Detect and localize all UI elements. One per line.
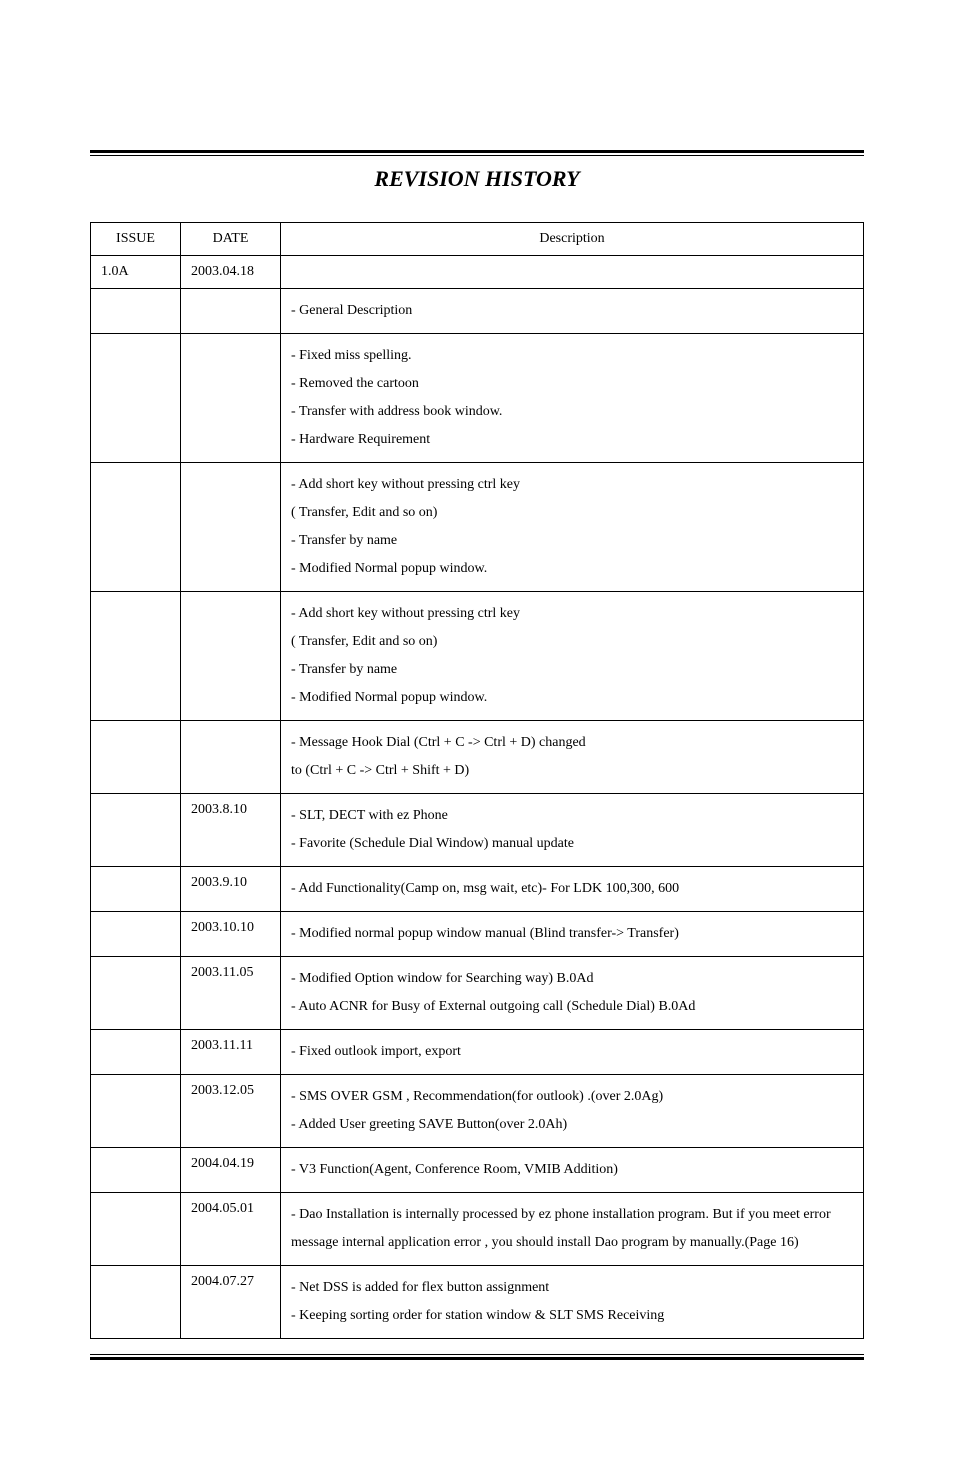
table-row: 1.0A2003.04.18 xyxy=(91,256,864,289)
table-row: - Message Hook Dial (Ctrl + C -> Ctrl + … xyxy=(91,721,864,794)
cell-description: - SLT, DECT with ez Phone- Favorite (Sch… xyxy=(281,794,864,867)
desc-line: - Dao Installation is internally process… xyxy=(291,1201,853,1257)
col-header-issue: ISSUE xyxy=(91,223,181,256)
cell-date: 2003.11.05 xyxy=(181,957,281,1030)
cell-description: - Fixed outlook import, export xyxy=(281,1030,864,1075)
cell-date xyxy=(181,334,281,463)
table-row: 2003.9.10 - Add Functionality(Camp on, ms… xyxy=(91,867,864,912)
desc-line: - Modified Option window for Searching w… xyxy=(291,965,853,993)
desc-line: - Hardware Requirement xyxy=(291,426,853,454)
cell-date: 2003.10.10 xyxy=(181,912,281,957)
table-row: 2003.11.05 - Modified Option window for S… xyxy=(91,957,864,1030)
cell-description: - Fixed miss spelling.- Removed the cart… xyxy=(281,334,864,463)
cell-issue xyxy=(91,957,181,1030)
cell-description: - Modified Option window for Searching w… xyxy=(281,957,864,1030)
cell-description: - V3 Function(Agent, Conference Room, VM… xyxy=(281,1148,864,1193)
cell-issue xyxy=(91,592,181,721)
desc-line: - Favorite (Schedule Dial Window) manual… xyxy=(291,830,853,858)
cell-date: 2003.12.05 xyxy=(181,1075,281,1148)
desc-line: - V3 Function(Agent, Conference Room, VM… xyxy=(291,1156,853,1184)
cell-description xyxy=(281,256,864,289)
table-row: 2003.8.10- SLT, DECT with ez Phone- Favo… xyxy=(91,794,864,867)
table-row: 2003.11.11 - Fixed outlook import, export xyxy=(91,1030,864,1075)
desc-line: to (Ctrl + C -> Ctrl + Shift + D) xyxy=(291,757,853,785)
desc-line: - Auto ACNR for Busy of External outgoin… xyxy=(291,993,853,1021)
col-header-description: Description xyxy=(281,223,864,256)
table-row: 2004.07.27 - Net DSS is added for flex bu… xyxy=(91,1266,864,1339)
cell-issue xyxy=(91,1148,181,1193)
cell-description: - Modified normal popup window manual (B… xyxy=(281,912,864,957)
cell-date: 2003.11.11 xyxy=(181,1030,281,1075)
cell-date: 2004.07.27 xyxy=(181,1266,281,1339)
cell-date xyxy=(181,721,281,794)
desc-line: - Removed the cartoon xyxy=(291,370,853,398)
table-row: 2004.05.01- Dao Installation is internal… xyxy=(91,1193,864,1266)
desc-line: - Transfer by name xyxy=(291,527,853,555)
cell-description: - Dao Installation is internally process… xyxy=(281,1193,864,1266)
top-rule xyxy=(90,150,864,156)
desc-line: - Add Functionality(Camp on, msg wait, e… xyxy=(291,875,853,903)
cell-issue xyxy=(91,1193,181,1266)
cell-issue xyxy=(91,289,181,334)
table-row: 2003.12.05 - SMS OVER GSM , Recommendatio… xyxy=(91,1075,864,1148)
table-body: 1.0A2003.04.18 - General Description - Fix… xyxy=(91,256,864,1339)
cell-date: 2003.8.10 xyxy=(181,794,281,867)
desc-line: - Add short key without pressing ctrl ke… xyxy=(291,471,853,499)
desc-line: - Keeping sorting order for station wind… xyxy=(291,1302,853,1330)
desc-line: - SMS OVER GSM , Recommendation(for outl… xyxy=(291,1083,853,1111)
desc-line: - SLT, DECT with ez Phone xyxy=(291,802,853,830)
cell-date xyxy=(181,592,281,721)
cell-description: - Add short key without pressing ctrl ke… xyxy=(281,463,864,592)
cell-issue xyxy=(91,912,181,957)
desc-line: - Transfer with address book window. xyxy=(291,398,853,426)
col-header-date: DATE xyxy=(181,223,281,256)
cell-date: 2003.04.18 xyxy=(181,256,281,289)
table-row: - General Description xyxy=(91,289,864,334)
cell-issue xyxy=(91,1075,181,1148)
desc-line: - Modified normal popup window manual (B… xyxy=(291,920,853,948)
cell-description: - Add short key without pressing ctrl ke… xyxy=(281,592,864,721)
cell-description: - Message Hook Dial (Ctrl + C -> Ctrl + … xyxy=(281,721,864,794)
bottom-rule xyxy=(90,1354,864,1360)
cell-issue xyxy=(91,463,181,592)
table-header-row: ISSUE DATE Description xyxy=(91,223,864,256)
cell-description: - SMS OVER GSM , Recommendation(for outl… xyxy=(281,1075,864,1148)
page-title: REVISION HISTORY xyxy=(90,166,864,192)
cell-issue xyxy=(91,794,181,867)
cell-date: 2004.05.01 xyxy=(181,1193,281,1266)
desc-line: - Add short key without pressing ctrl ke… xyxy=(291,600,853,628)
cell-description: - General Description xyxy=(281,289,864,334)
cell-issue xyxy=(91,1030,181,1075)
revision-history-table: ISSUE DATE Description 1.0A2003.04.18 - G… xyxy=(90,222,864,1339)
cell-date xyxy=(181,463,281,592)
desc-line: - Net DSS is added for flex button assig… xyxy=(291,1274,853,1302)
cell-issue xyxy=(91,867,181,912)
desc-line: ( Transfer, Edit and so on) xyxy=(291,499,853,527)
desc-line: - Added User greeting SAVE Button(over 2… xyxy=(291,1111,853,1139)
desc-line: - Transfer by name xyxy=(291,656,853,684)
cell-date: 2003.9.10 xyxy=(181,867,281,912)
cell-issue xyxy=(91,334,181,463)
desc-line: - Modified Normal popup window. xyxy=(291,555,853,583)
table-row: - Fixed miss spelling.- Removed the cart… xyxy=(91,334,864,463)
cell-issue xyxy=(91,1266,181,1339)
cell-description: - Add Functionality(Camp on, msg wait, e… xyxy=(281,867,864,912)
table-row: 2003.10.10 - Modified normal popup window… xyxy=(91,912,864,957)
cell-date: 2004.04.19 xyxy=(181,1148,281,1193)
desc-line: - Modified Normal popup window. xyxy=(291,684,853,712)
desc-line: ( Transfer, Edit and so on) xyxy=(291,628,853,656)
table-row: 2004.04.19 - V3 Function(Agent, Conferenc… xyxy=(91,1148,864,1193)
desc-line: - Message Hook Dial (Ctrl + C -> Ctrl + … xyxy=(291,729,853,757)
document-page: REVISION HISTORY ISSUE DATE Description … xyxy=(0,0,954,1460)
cell-issue: 1.0A xyxy=(91,256,181,289)
desc-line: - Fixed outlook import, export xyxy=(291,1038,853,1066)
table-row: - Add short key without pressing ctrl ke… xyxy=(91,592,864,721)
cell-issue xyxy=(91,721,181,794)
desc-line: - Fixed miss spelling. xyxy=(291,342,853,370)
cell-date xyxy=(181,289,281,334)
cell-description: - Net DSS is added for flex button assig… xyxy=(281,1266,864,1339)
table-row: - Add short key without pressing ctrl ke… xyxy=(91,463,864,592)
desc-line: - General Description xyxy=(291,297,853,325)
